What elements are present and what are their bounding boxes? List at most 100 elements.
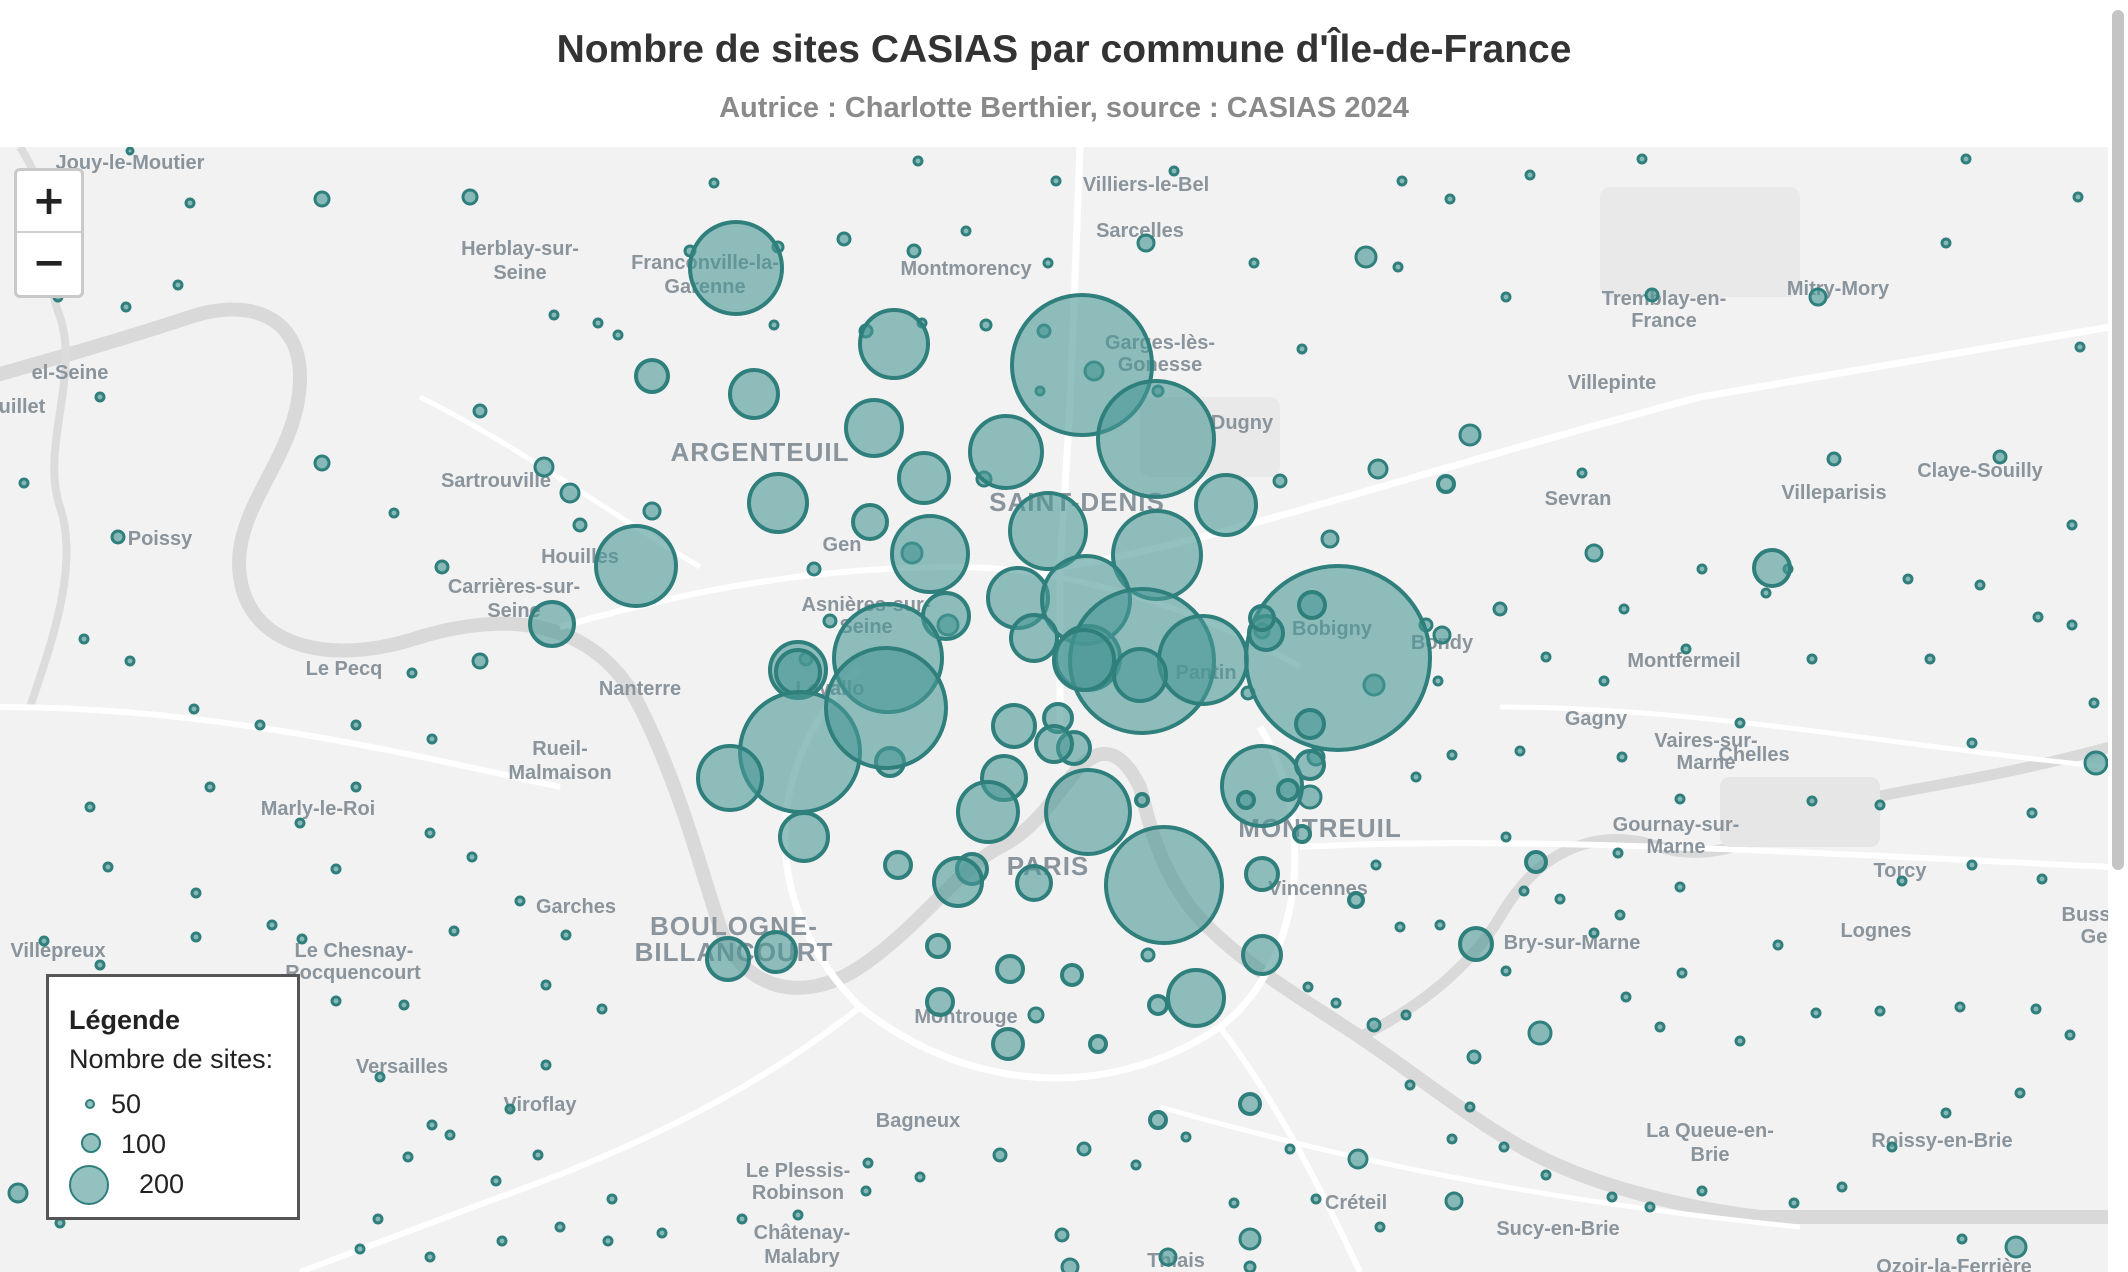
legend-title: Légende xyxy=(69,1005,181,1035)
site-marker xyxy=(1404,1079,1416,1091)
site-count-bubble[interactable] xyxy=(1347,891,1365,909)
site-count-bubble[interactable] xyxy=(1044,768,1132,856)
site-count-bubble[interactable] xyxy=(1166,968,1226,1028)
site-count-bubble[interactable] xyxy=(1241,934,1283,976)
site-count-bubble[interactable] xyxy=(1297,590,1327,620)
zoom-in-button[interactable]: + xyxy=(17,171,81,233)
site-count-bubble[interactable] xyxy=(1236,790,1256,810)
site-count-bubble[interactable] xyxy=(1009,613,1059,663)
site-marker xyxy=(1076,1141,1092,1157)
site-marker xyxy=(862,1157,874,1169)
site-marker xyxy=(540,979,552,991)
site-count-bubble[interactable] xyxy=(1436,474,1456,494)
site-count-bubble[interactable] xyxy=(1276,778,1300,802)
map-canvas[interactable]: Jouy-le-Moutier Villiers-le-Bel Sarcelles H… xyxy=(0,147,2108,1272)
site-count-bubble[interactable] xyxy=(1015,864,1053,902)
site-marker xyxy=(1696,563,1708,575)
site-count-bubble[interactable] xyxy=(890,514,970,594)
site-count-bubble[interactable] xyxy=(851,503,889,541)
site-count-bubble[interactable] xyxy=(995,954,1025,984)
site-count-bubble[interactable] xyxy=(1238,1092,1262,1116)
site-marker xyxy=(426,1119,438,1131)
site-count-bubble[interactable] xyxy=(1088,1034,1108,1054)
site-marker xyxy=(54,1217,66,1229)
site-count-bubble[interactable] xyxy=(528,600,576,648)
site-count-bubble[interactable] xyxy=(824,646,948,770)
site-marker xyxy=(1618,603,1630,615)
site-count-bubble[interactable] xyxy=(728,368,780,420)
site-marker xyxy=(1238,1227,1262,1251)
site-marker xyxy=(2066,619,2078,631)
site-count-bubble[interactable] xyxy=(1134,792,1150,808)
site-count-bubble[interactable] xyxy=(1244,564,1432,752)
site-marker xyxy=(1330,997,1342,1009)
site-marker xyxy=(979,318,993,332)
site-count-bubble[interactable] xyxy=(932,856,984,908)
site-marker xyxy=(1136,233,1156,253)
site-count-bubble[interactable] xyxy=(991,703,1037,749)
site-count-bubble[interactable] xyxy=(1292,824,1312,844)
site-count-bubble[interactable] xyxy=(1096,379,1216,499)
site-marker xyxy=(540,1059,552,1071)
site-count-bubble[interactable] xyxy=(1060,963,1084,987)
site-marker xyxy=(2088,697,2100,709)
site-marker xyxy=(1606,1191,1618,1203)
site-count-bubble[interactable] xyxy=(1194,473,1258,537)
site-count-bubble[interactable] xyxy=(925,933,951,959)
site-marker xyxy=(2066,519,2078,531)
site-marker xyxy=(1808,287,1828,307)
zoom-out-button[interactable]: − xyxy=(32,240,66,286)
site-count-bubble[interactable] xyxy=(956,780,1020,844)
place-label: Torcy xyxy=(1874,860,1928,882)
site-marker xyxy=(1696,1185,1708,1197)
site-count-bubble[interactable] xyxy=(1157,614,1249,706)
site-count-bubble[interactable] xyxy=(705,936,751,982)
page-scrollbar[interactable] xyxy=(2112,10,2124,870)
site-count-bubble[interactable] xyxy=(883,850,913,880)
site-marker xyxy=(1374,1221,1386,1233)
place-label: Sucy-en-Brie xyxy=(1496,1218,1619,1240)
seine-river xyxy=(0,302,2108,1224)
site-count-bubble[interactable] xyxy=(968,414,1044,490)
site-count-bubble[interactable] xyxy=(925,987,955,1017)
site-count-bubble[interactable] xyxy=(1008,491,1088,571)
site-count-bubble[interactable] xyxy=(747,472,809,534)
site-marker xyxy=(294,817,306,829)
site-count-bubble[interactable] xyxy=(1112,647,1168,703)
site-count-bubble[interactable] xyxy=(754,930,798,974)
site-count-bubble[interactable] xyxy=(1052,628,1116,692)
site-marker xyxy=(434,559,450,575)
site-marker xyxy=(398,999,410,1011)
site-marker xyxy=(1180,1131,1192,1143)
site-marker xyxy=(1940,237,1952,249)
site-count-bubble[interactable] xyxy=(594,524,678,608)
site-count-bubble[interactable] xyxy=(634,358,670,394)
site-count-bubble[interactable] xyxy=(844,398,904,458)
site-count-bubble[interactable] xyxy=(1524,850,1548,874)
site-marker xyxy=(2083,750,2108,776)
site-marker xyxy=(1836,1181,1848,1193)
site-count-bubble[interactable] xyxy=(897,451,951,505)
site-count-bubble[interactable] xyxy=(1294,708,1326,740)
site-count-bubble[interactable] xyxy=(1458,926,1494,962)
site-marker xyxy=(1140,947,1156,963)
site-marker xyxy=(1400,1009,1412,1021)
site-count-bubble[interactable] xyxy=(1034,724,1074,764)
site-count-bubble[interactable] xyxy=(991,1027,1025,1061)
site-count-bubble[interactable] xyxy=(1147,994,1169,1016)
site-marker xyxy=(1734,717,1746,729)
site-count-bubble[interactable] xyxy=(774,648,822,696)
site-count-bubble[interactable] xyxy=(858,308,930,380)
site-count-bubble[interactable] xyxy=(1248,604,1276,632)
site-count-bubble[interactable] xyxy=(688,220,784,316)
site-count-bubble[interactable] xyxy=(1148,1110,1168,1130)
site-marker xyxy=(266,919,278,931)
site-marker xyxy=(1674,793,1686,805)
site-count-bubble[interactable] xyxy=(778,811,830,863)
site-count-bubble[interactable] xyxy=(1752,548,1792,588)
site-count-bubble[interactable] xyxy=(1294,749,1326,781)
site-count-bubble[interactable] xyxy=(1244,856,1280,892)
site-count-bubble[interactable] xyxy=(1104,825,1224,945)
site-count-bubble[interactable] xyxy=(696,744,764,812)
place-label: Ge xyxy=(2081,926,2108,948)
